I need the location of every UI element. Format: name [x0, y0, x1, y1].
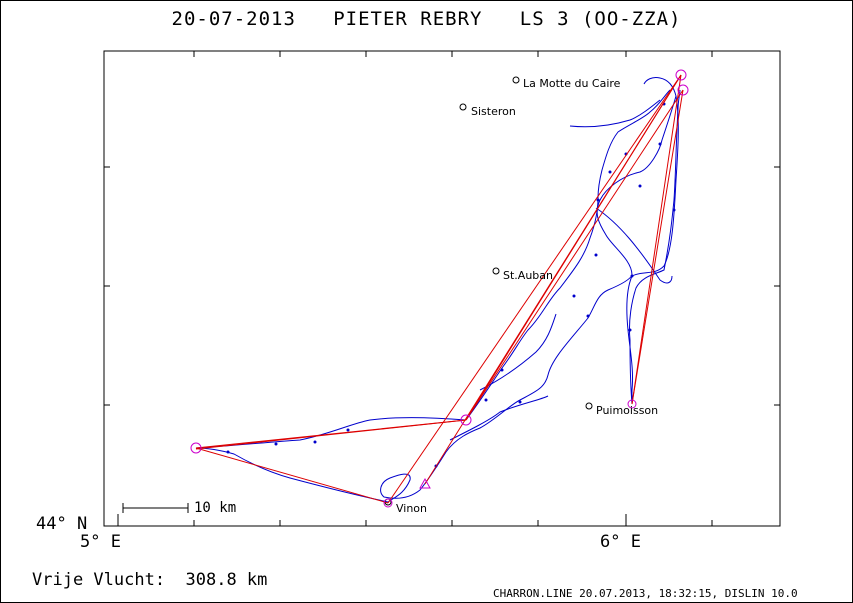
track-dots	[226, 102, 676, 468]
start-marker	[419, 477, 431, 489]
town-label-vinon: Vinon	[396, 502, 428, 515]
town-label-puimoisson: Puimoisson	[596, 404, 659, 417]
scale-bar-label: 10 km	[194, 500, 237, 516]
longitude-left-label: 5° E	[80, 532, 121, 552]
turnpoint-1	[675, 69, 687, 81]
town-marker-la-motte	[512, 76, 520, 84]
turnpoint-2	[677, 84, 689, 96]
turnpoint-3	[460, 414, 472, 426]
town-label-sisteron: Sisteron	[471, 105, 516, 118]
town-marker-puimoisson	[585, 402, 593, 410]
plot-border	[103, 50, 781, 527]
town-label-la-motte: La Motte du Caire	[523, 77, 621, 90]
longitude-right-label: 6° E	[600, 532, 641, 552]
latitude-label: 44° N	[36, 514, 88, 534]
turnpoint-4	[190, 442, 202, 454]
task-legs	[195, 74, 684, 504]
town-label-st-auban: St.Auban	[503, 269, 553, 282]
scale-bar	[122, 503, 189, 513]
town-marker-sisteron	[459, 103, 467, 111]
gps-track	[195, 77, 681, 503]
turnpoint-6	[627, 399, 637, 409]
flight-title: 20-07-2013 PIETER REBRY LS 3 (OO-ZZA)	[171, 8, 682, 30]
footer-info: CHARRON.LINE 20.07.2013, 18:32:15, DISLI…	[493, 587, 798, 600]
town-markers	[384, 76, 593, 506]
turnpoint-5	[383, 498, 393, 508]
town-marker-st-auban	[492, 267, 500, 275]
turnpoints	[190, 69, 689, 508]
axis-ticks	[104, 51, 780, 526]
free-flight-distance: Vrije Vlucht: 308.8 km	[32, 570, 268, 590]
